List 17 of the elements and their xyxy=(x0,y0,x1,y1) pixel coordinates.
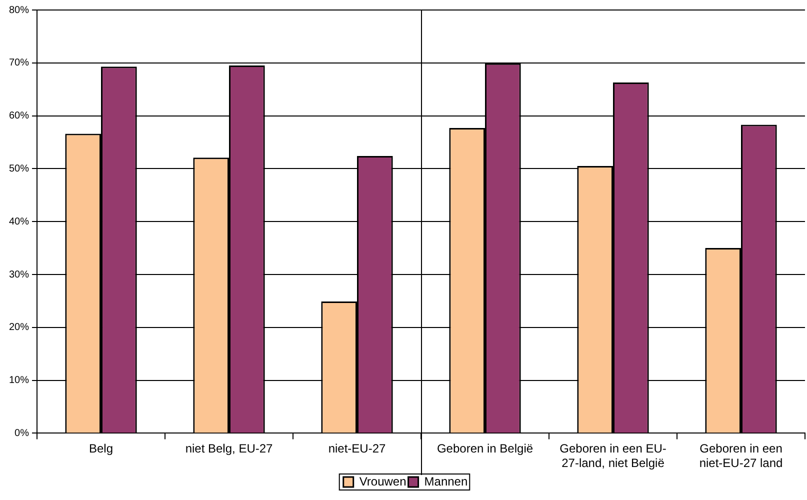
y-tick-label: 50% xyxy=(9,163,30,174)
x-tick-label: Belg xyxy=(89,442,114,456)
y-tick-label: 30% xyxy=(9,269,30,280)
x-tick-label: Geboren in een EU-27-land, niet België xyxy=(560,442,666,470)
y-tick-label: 20% xyxy=(9,322,30,334)
x-tick-label: niet-EU-27 xyxy=(328,442,386,456)
x-tick-label: Geboren in België xyxy=(436,442,534,456)
x-tick-label: niet Belg, EU-27 xyxy=(185,442,274,456)
y-tick-label: 80% xyxy=(9,4,30,16)
y-tick-label: 60% xyxy=(9,110,30,122)
y-tick-label: 70% xyxy=(9,58,30,69)
legend-label: Mannen xyxy=(424,474,468,488)
x-tick-label: Geboren in een niet-EU-27 land xyxy=(699,442,783,470)
y-tick-label: 0% xyxy=(14,428,30,439)
legend-label: Vrouwen xyxy=(359,474,406,488)
y-tick-label: 10% xyxy=(9,375,30,386)
y-tick-label: 40% xyxy=(9,216,30,228)
